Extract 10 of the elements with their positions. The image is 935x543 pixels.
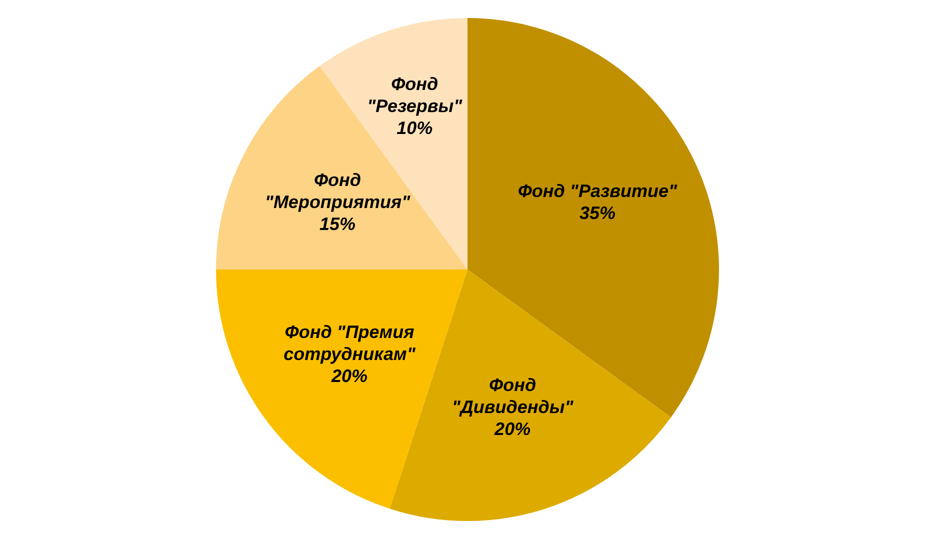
slice-label: Фонд "Развитие" — [518, 181, 678, 202]
slice-label: Фонд "Мероприятия" — [264, 170, 411, 212]
slice-label: Фонд "Дивиденды" — [452, 375, 574, 418]
data-label: 10% — [396, 118, 433, 138]
data-label: 15% — [320, 214, 356, 234]
data-label: 20% — [494, 419, 531, 440]
slice-label: Фонд "Резервы" — [367, 74, 463, 116]
data-label: 20% — [330, 366, 368, 386]
data-label: 35% — [579, 203, 616, 224]
slice-label: Фонд "Премия сотрудникам" — [284, 322, 416, 364]
